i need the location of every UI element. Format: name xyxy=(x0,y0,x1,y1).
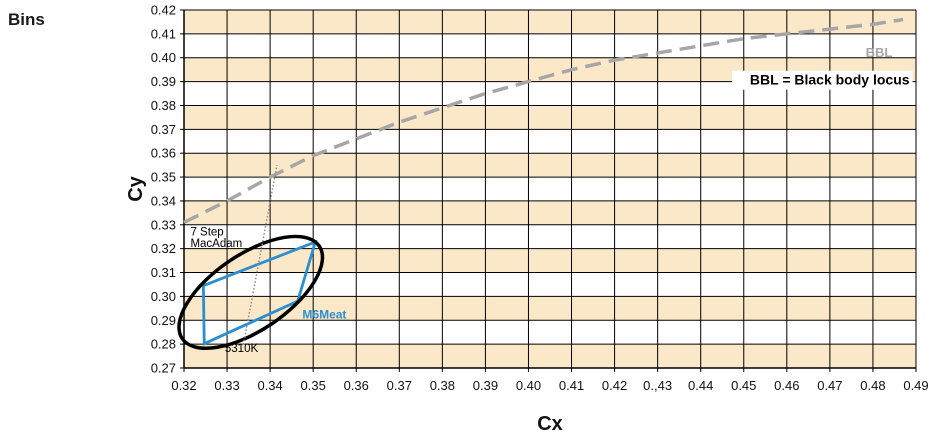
grid-band xyxy=(184,33,916,58)
y-tick-label: 0.34 xyxy=(151,193,176,208)
y-tick-label: 0.33 xyxy=(151,217,176,232)
tick-labels: 0.27 0.28 0.29 0.30 0.31 0.32 0.33 0.34 0.35 0.36… xyxy=(151,3,929,394)
y-tick-label: 0.27 xyxy=(151,361,176,376)
grid-band xyxy=(184,272,916,297)
grid-band xyxy=(184,320,916,345)
x-tick-label: 0.47 xyxy=(817,378,842,393)
grid-band xyxy=(184,177,916,201)
y-tick-label: 0.37 xyxy=(151,122,176,137)
row-bands xyxy=(184,10,916,368)
x-tick-label: 0.39 xyxy=(473,378,498,393)
x-tick-label: 0.,43 xyxy=(643,378,672,393)
x-tick-label: 0.44 xyxy=(688,378,713,393)
grid-band xyxy=(184,153,916,178)
grid-band xyxy=(184,10,916,34)
x-tick-label: 0.49 xyxy=(903,378,928,393)
y-tick-label: 0.40 xyxy=(151,50,176,65)
x-tick-label: 0.36 xyxy=(344,378,369,393)
annotation-bbl: BBL xyxy=(866,45,893,60)
y-tick-label: 0.36 xyxy=(151,146,176,161)
series-layer xyxy=(177,17,904,350)
y-tick-label: 0.35 xyxy=(151,170,176,185)
grid-band xyxy=(184,248,916,273)
grid-band xyxy=(184,224,916,249)
x-tick-label: 0.46 xyxy=(774,378,799,393)
x-tick-label: 0.42 xyxy=(602,378,627,393)
grid-band xyxy=(184,129,916,154)
y-axis-label: Cy xyxy=(125,175,147,201)
grid-band xyxy=(184,344,916,368)
grid-band xyxy=(184,105,916,130)
y-tick-label: 0.32 xyxy=(151,241,176,256)
annotation-macadam: MacAdam xyxy=(190,238,242,250)
bbl-curve xyxy=(183,17,904,224)
annotation-bbl-black-body-locus: BBL = Black body locus xyxy=(750,72,910,88)
x-tick-label: 0.45 xyxy=(731,378,756,393)
y-tick-label: 0.28 xyxy=(151,337,176,352)
x-tick-label: 0.41 xyxy=(559,378,584,393)
macadam-ellipse xyxy=(177,234,325,350)
x-tick-label: 0.33 xyxy=(214,378,239,393)
x-tick-label: 0.35 xyxy=(301,378,326,393)
y-tick-label: 0.30 xyxy=(151,289,176,304)
y-tick-label: 0.29 xyxy=(151,313,176,328)
x-tick-label: 0.37 xyxy=(387,378,412,393)
x-tick-label: 0.38 xyxy=(430,378,455,393)
y-tick-label: 0.39 xyxy=(151,74,176,89)
y-tick-label: 0.42 xyxy=(151,3,176,18)
isotherm-line xyxy=(242,164,278,345)
grid-band xyxy=(184,200,916,225)
x-tick-label: 0.32 xyxy=(171,378,196,393)
annotation-5310k: 5310K xyxy=(225,343,259,355)
x-tick-label: 0.40 xyxy=(516,378,541,393)
x-axis-label: Cx xyxy=(537,413,563,435)
annotation-bg xyxy=(732,70,913,90)
y-tick-label: 0.38 xyxy=(151,98,176,113)
side-title: Bins xyxy=(8,10,45,29)
y-tick-label: 0.41 xyxy=(151,26,176,41)
grid-band xyxy=(184,296,916,321)
y-tick-label: 0.31 xyxy=(151,265,176,280)
x-tick-label: 0.34 xyxy=(257,378,282,393)
annotation-m6meat: M6Meat xyxy=(302,308,346,322)
annotation-7-step: 7 Step xyxy=(190,227,223,239)
x-tick-label: 0.48 xyxy=(860,378,885,393)
